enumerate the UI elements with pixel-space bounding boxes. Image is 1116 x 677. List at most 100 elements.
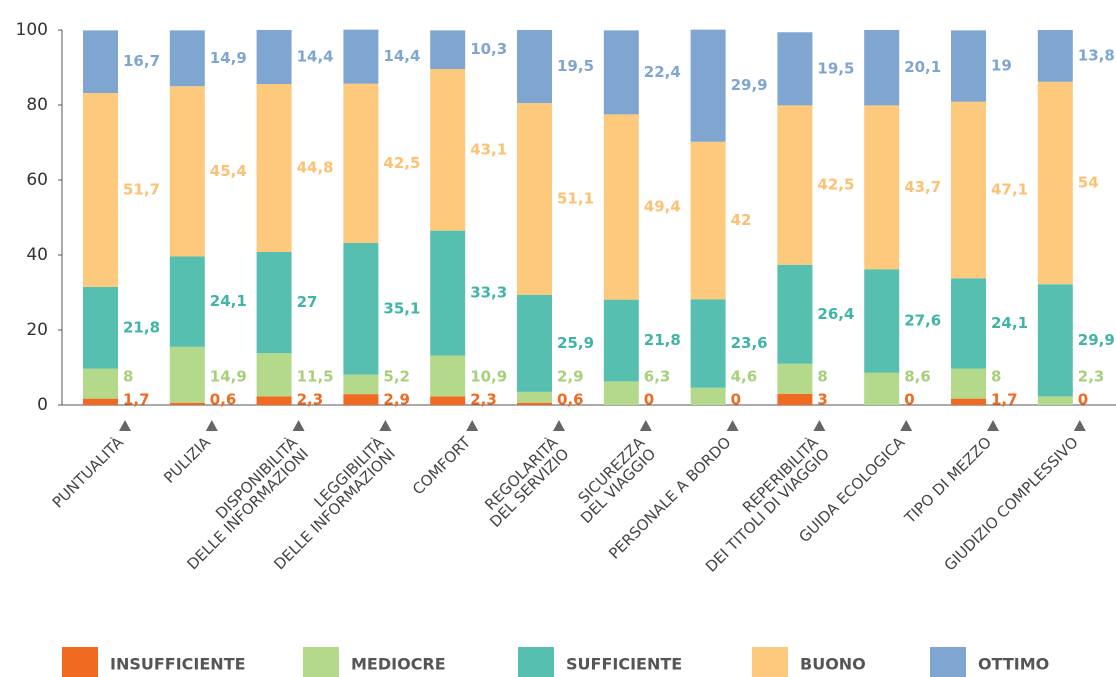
- bar-segment: [517, 103, 552, 295]
- y-tick-label: 0: [37, 395, 48, 415]
- bar-segment: [690, 299, 726, 388]
- bar-segment: [603, 299, 639, 382]
- value-label: 24,1: [210, 292, 247, 310]
- value-label: 4,6: [731, 368, 758, 386]
- value-label: 33,3: [470, 284, 507, 302]
- bar-segment: [1037, 81, 1073, 285]
- bar-segment: [777, 363, 813, 394]
- x-tick-label: PUNTUALITÀ: [48, 432, 127, 511]
- value-label: 0,6: [210, 391, 237, 409]
- value-label: 54: [1078, 174, 1099, 192]
- y-tick-label: 100: [16, 20, 48, 40]
- bar-segment: [1037, 30, 1073, 82]
- legend-label: SUFFICIENTE: [566, 655, 682, 674]
- bar-segment: [603, 30, 639, 115]
- value-label: 27: [297, 293, 318, 311]
- value-label: 27,6: [904, 312, 941, 330]
- tick-triangle: [987, 420, 999, 431]
- tick-triangle: [900, 420, 913, 431]
- bar-segment: [777, 32, 813, 106]
- value-label: 25,9: [557, 334, 594, 352]
- bar-segment: [777, 264, 813, 364]
- bar-segment: [951, 101, 986, 279]
- tick-triangle: [466, 420, 479, 431]
- bar-segment: [169, 256, 205, 347]
- value-label: 0,6: [557, 391, 584, 409]
- value-label: 35,1: [383, 299, 420, 317]
- tick-triangle: [1073, 420, 1086, 431]
- bar-segment: [517, 30, 552, 104]
- legend-swatch: [518, 647, 554, 677]
- bar-segment: [864, 372, 900, 405]
- bar-segment: [951, 278, 986, 369]
- x-tick-label: COMFORT: [409, 433, 475, 499]
- bar-segment: [343, 83, 379, 243]
- value-label: 51,1: [557, 189, 594, 207]
- bar-segment: [169, 346, 205, 403]
- x-tick-label: PULIZIA: [160, 433, 214, 487]
- tick-triangle: [379, 420, 392, 431]
- bar-segment: [83, 30, 118, 93]
- tick-triangle: [292, 420, 305, 431]
- bar-segment: [169, 402, 205, 405]
- bar-segment: [343, 374, 379, 395]
- value-label: 0: [1078, 391, 1088, 409]
- tick-triangle: [553, 420, 565, 431]
- value-label: 23,6: [731, 334, 768, 352]
- legend-label: MEDIOCRE: [351, 655, 446, 674]
- value-label: 22,4: [644, 63, 681, 81]
- value-label: 43,7: [904, 178, 941, 196]
- value-label: 19,5: [817, 59, 854, 77]
- x-tick-label: REGOLARITÀDEL SERVIZIO: [474, 432, 573, 531]
- value-label: 2,3: [297, 391, 324, 409]
- value-label: 2,9: [383, 391, 410, 409]
- value-label: 14,4: [297, 48, 334, 66]
- tick-triangle: [119, 420, 131, 431]
- bar-segment: [83, 93, 118, 287]
- bar-segment: [777, 105, 813, 265]
- y-tick-label: 80: [26, 95, 48, 115]
- value-label: 14,9: [210, 368, 247, 386]
- bar-segment: [1037, 396, 1073, 405]
- value-label: 51,7: [123, 180, 160, 198]
- value-label: 10,3: [470, 40, 507, 58]
- value-label: 2,3: [470, 391, 497, 409]
- bar-segment: [430, 396, 466, 405]
- bar-segment: [83, 286, 118, 369]
- value-label: 43,1: [470, 140, 507, 158]
- value-label: 8: [123, 368, 133, 386]
- value-label: 14,4: [383, 47, 420, 65]
- value-label: 8: [991, 368, 1001, 386]
- bar-segment: [951, 30, 986, 102]
- value-label: 0: [904, 391, 914, 409]
- tick-triangle: [639, 420, 652, 431]
- bar-segment: [343, 394, 379, 405]
- bar-segment: [517, 294, 552, 392]
- value-label: 44,8: [297, 159, 334, 177]
- legend-swatch: [303, 647, 339, 677]
- bar-segment: [256, 353, 292, 397]
- value-label: 0: [644, 391, 654, 409]
- value-label: 14,9: [210, 49, 247, 67]
- bar-segment: [256, 396, 292, 405]
- tick-triangle: [813, 420, 826, 431]
- y-tick-label: 40: [26, 245, 48, 265]
- value-label: 5,2: [383, 368, 410, 386]
- legend-label: OTTIMO: [978, 655, 1049, 674]
- bar-segment: [777, 393, 813, 405]
- bar-segment: [83, 398, 118, 405]
- value-label: 2,9: [557, 368, 584, 386]
- bar-segment: [603, 114, 639, 300]
- bar-segment: [951, 398, 986, 405]
- value-label: 1,7: [123, 391, 150, 409]
- value-label: 3: [817, 391, 827, 409]
- bar-segment: [343, 243, 379, 375]
- bar-segment: [1037, 284, 1073, 397]
- bar-segment: [343, 29, 379, 84]
- value-label: 29,9: [1078, 331, 1115, 349]
- value-label: 42,5: [383, 154, 420, 172]
- bar-segment: [256, 30, 292, 84]
- bar-segment: [864, 30, 900, 106]
- bar-segment: [603, 381, 639, 405]
